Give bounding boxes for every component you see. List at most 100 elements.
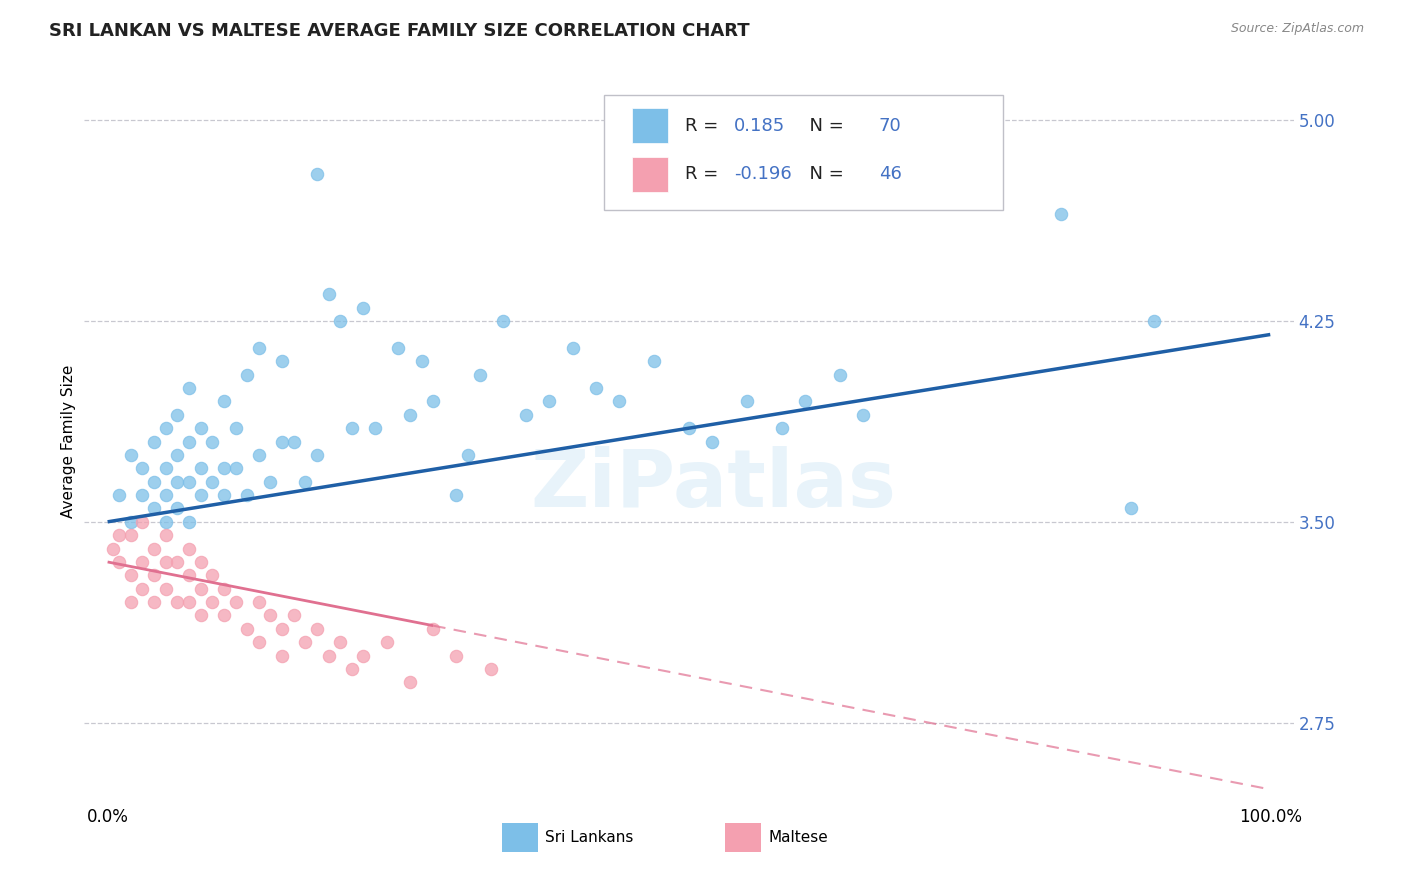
Point (492, 314, 515, 328)
Point (225, 421, 247, 435)
Point (120, 448, 142, 462)
Point (131, 461, 153, 475)
Point (294, 475, 316, 489)
Point (1050, 207, 1073, 221)
Text: SRI LANKAN VS MALTESE AVERAGE FAMILY SIZE CORRELATION CHART: SRI LANKAN VS MALTESE AVERAGE FAMILY SIZ… (49, 22, 749, 40)
Point (702, 434, 724, 449)
Text: ZiPatlas: ZiPatlas (530, 446, 896, 524)
Point (190, 488, 212, 502)
Point (190, 461, 212, 475)
Point (177, 515, 200, 529)
Point (305, 448, 328, 462)
Point (201, 475, 224, 489)
Text: Sri Lankans: Sri Lankans (546, 830, 634, 845)
Bar (502, 823, 538, 852)
Point (143, 541, 166, 556)
Point (225, 595, 247, 609)
Point (120, 568, 142, 582)
Point (375, 635, 398, 649)
Point (678, 421, 700, 435)
Point (247, 341, 270, 355)
Point (177, 475, 200, 489)
Point (247, 448, 270, 462)
Point (212, 488, 235, 502)
Point (422, 394, 444, 409)
Point (329, 314, 352, 328)
Point (515, 408, 537, 422)
Text: N =: N = (797, 117, 849, 135)
Point (108, 528, 131, 542)
Point (247, 595, 270, 609)
Point (271, 622, 294, 636)
Point (166, 475, 188, 489)
Point (352, 301, 374, 315)
Text: Maltese: Maltese (769, 830, 828, 845)
Text: R =: R = (685, 117, 724, 135)
Point (155, 488, 177, 502)
Point (259, 608, 281, 623)
Point (585, 381, 607, 395)
Point (155, 555, 177, 569)
Point (830, 368, 852, 382)
Point (131, 488, 153, 502)
Point (166, 555, 188, 569)
Point (103, 541, 125, 556)
Point (422, 622, 444, 636)
Point (794, 394, 817, 409)
Point (411, 354, 433, 368)
Point (735, 394, 758, 409)
Point (607, 394, 630, 409)
Point (155, 515, 177, 529)
Text: 0.185: 0.185 (734, 117, 785, 135)
FancyBboxPatch shape (605, 95, 1004, 211)
Point (318, 648, 340, 663)
Point (190, 421, 212, 435)
Point (259, 475, 281, 489)
Y-axis label: Average Family Size: Average Family Size (60, 365, 76, 518)
Point (271, 354, 294, 368)
Point (131, 515, 153, 529)
Point (236, 622, 259, 636)
Point (166, 448, 188, 462)
Point (212, 582, 235, 596)
Point (143, 434, 166, 449)
Point (247, 635, 270, 649)
Point (770, 421, 793, 435)
Point (305, 167, 328, 181)
Point (143, 568, 166, 582)
Point (177, 541, 200, 556)
Bar (725, 823, 762, 852)
Point (131, 555, 153, 569)
Point (166, 408, 188, 422)
Text: 70: 70 (879, 117, 901, 135)
Point (155, 461, 177, 475)
Text: R =: R = (685, 165, 724, 183)
Point (108, 488, 131, 502)
Point (352, 648, 374, 663)
Point (399, 408, 422, 422)
Point (143, 475, 166, 489)
Point (201, 568, 224, 582)
Point (294, 635, 316, 649)
Point (201, 595, 224, 609)
Point (283, 434, 305, 449)
Point (177, 568, 200, 582)
Point (852, 408, 875, 422)
Point (479, 662, 502, 676)
Point (155, 528, 177, 542)
Point (399, 675, 422, 690)
Point (190, 608, 212, 623)
Point (271, 434, 294, 449)
Point (166, 501, 188, 516)
Point (166, 595, 188, 609)
Point (120, 515, 142, 529)
Point (340, 662, 363, 676)
Point (212, 461, 235, 475)
Text: Source: ZipAtlas.com: Source: ZipAtlas.com (1230, 22, 1364, 36)
Bar (633, 109, 668, 143)
Point (225, 461, 247, 475)
Point (1119, 501, 1142, 516)
Point (457, 448, 479, 462)
Point (283, 608, 305, 623)
Point (201, 434, 224, 449)
